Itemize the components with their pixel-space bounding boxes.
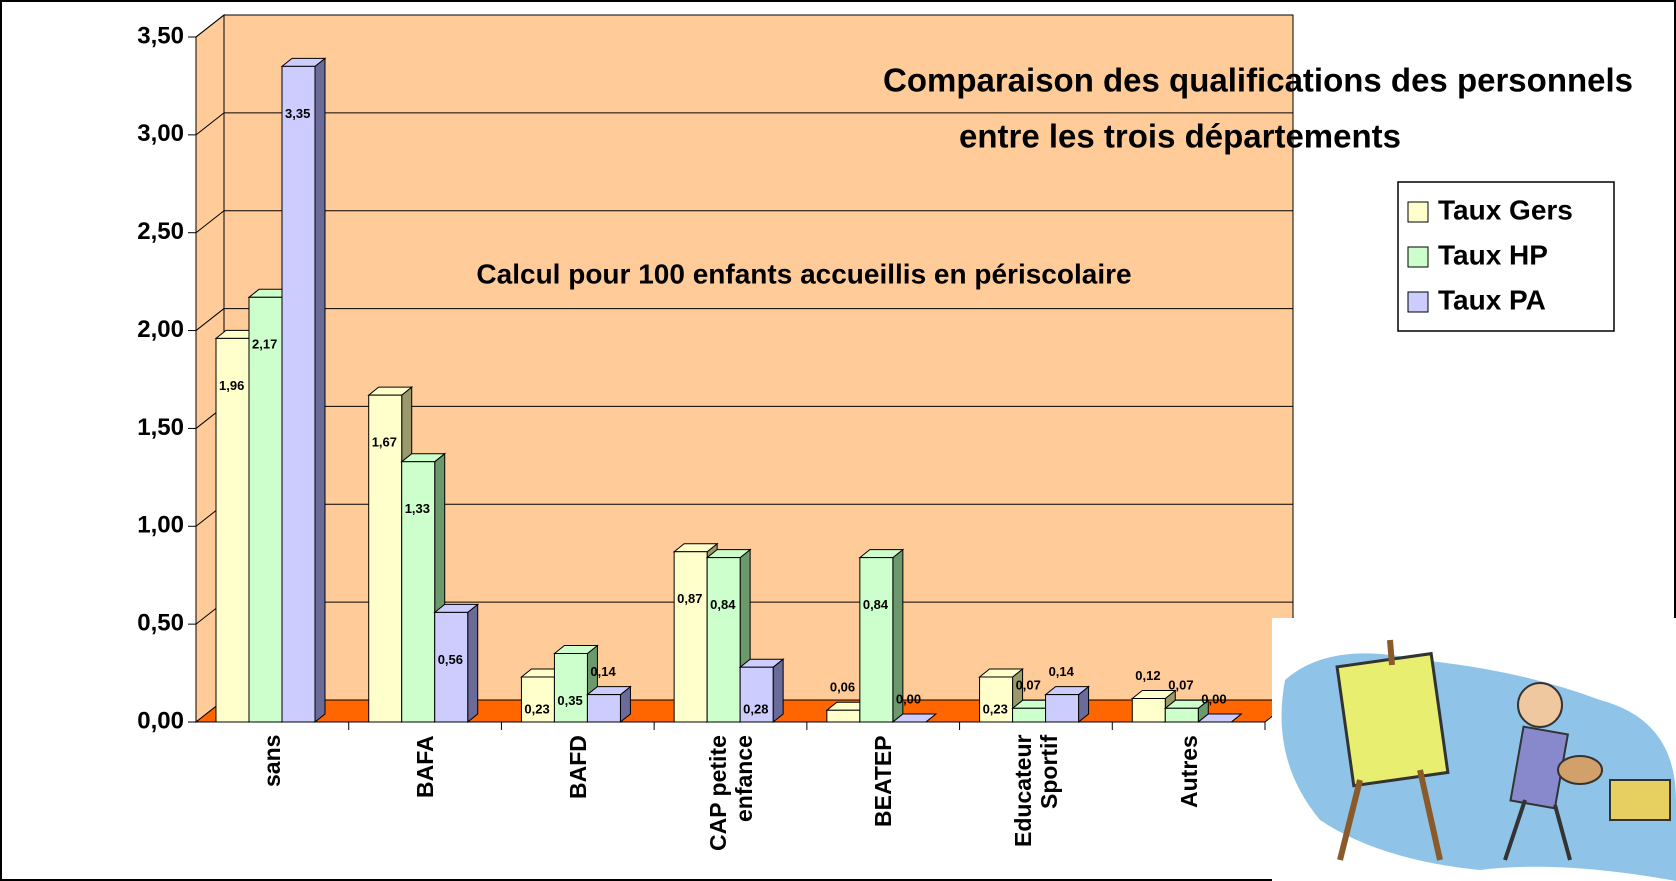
chart-subtitle: Calcul pour 100 enfants accueillis en pé…	[476, 258, 1131, 289]
value-label: 2,17	[252, 337, 277, 352]
x-tick-label: BAFA	[412, 735, 438, 875]
x-tick-label: Autres	[1176, 735, 1202, 875]
y-tick-label: 2,00	[137, 316, 184, 343]
value-label: 0,56	[438, 652, 463, 667]
y-tick-label: 3,00	[137, 120, 184, 147]
bar	[1046, 695, 1079, 722]
value-label: 0,07	[1016, 678, 1041, 693]
page: 0,00 0,50 1,00 1,50 2,00 2,50 3,00 3,50 1,96 2,17…	[0, 0, 1676, 881]
x-tick-label: BEATEP	[870, 735, 896, 875]
bar	[249, 297, 282, 722]
legend-label: Taux HP	[1438, 239, 1548, 270]
bar	[216, 338, 249, 722]
bar-side	[773, 659, 783, 722]
bar-side	[468, 604, 478, 722]
bar	[1132, 699, 1165, 722]
value-label: 0,23	[983, 701, 1008, 716]
x-tick-label: Educateur Sportif	[1010, 735, 1062, 875]
value-label: 1,67	[372, 435, 397, 450]
value-label: 3,35	[285, 106, 310, 121]
value-label: 0,28	[743, 701, 768, 716]
chart-title: entre les trois départements	[959, 118, 1401, 155]
legend-label: Taux Gers	[1438, 194, 1573, 225]
value-label: 0,00	[1201, 691, 1226, 706]
x-tick-label: sans	[259, 735, 285, 875]
value-label: 0,84	[863, 597, 889, 612]
bar	[860, 558, 893, 722]
y-tick-label: 1,00	[137, 512, 184, 539]
legend-swatch	[1408, 247, 1428, 267]
legend-swatch	[1408, 292, 1428, 312]
y-tick-label: 2,50	[137, 218, 184, 245]
chart-title: Comparaison des qualifications des perso…	[883, 62, 1633, 99]
illustration	[1272, 618, 1676, 881]
value-label: 0,23	[524, 701, 549, 716]
bar	[435, 612, 468, 722]
value-label: 0,14	[590, 664, 616, 679]
legend-swatch	[1408, 202, 1428, 222]
value-label: 0,07	[1168, 678, 1193, 693]
value-label: 0,00	[896, 691, 921, 706]
x-tick-label: CAP petite enfance	[705, 735, 757, 875]
bar	[282, 66, 315, 722]
value-label: 0,12	[1135, 668, 1160, 683]
bar	[587, 695, 620, 722]
y-tick-label: 3,50	[137, 22, 184, 49]
bar	[554, 654, 587, 723]
bar	[707, 558, 740, 722]
y-tick-label: 0,00	[137, 707, 184, 734]
chart: 0,00 0,50 1,00 1,50 2,00 2,50 3,00 3,50 1,96 2,17…	[0, 0, 1676, 881]
value-label: 1,33	[405, 501, 430, 516]
legend-label: Taux PA	[1438, 284, 1546, 315]
value-label: 0,35	[557, 693, 582, 708]
value-label: 0,84	[710, 597, 736, 612]
x-tick-label: BAFD	[565, 735, 591, 875]
bar-side	[315, 58, 325, 722]
bar	[1165, 708, 1198, 722]
value-label: 0,06	[830, 680, 855, 695]
bar	[1013, 708, 1046, 722]
value-label: 1,96	[219, 378, 244, 393]
value-label: 0,14	[1049, 664, 1075, 679]
bar	[827, 710, 860, 722]
y-tick-label: 0,50	[137, 609, 184, 636]
value-label: 0,87	[677, 591, 702, 606]
y-tick-label: 1,50	[137, 414, 184, 441]
bar	[674, 552, 707, 722]
